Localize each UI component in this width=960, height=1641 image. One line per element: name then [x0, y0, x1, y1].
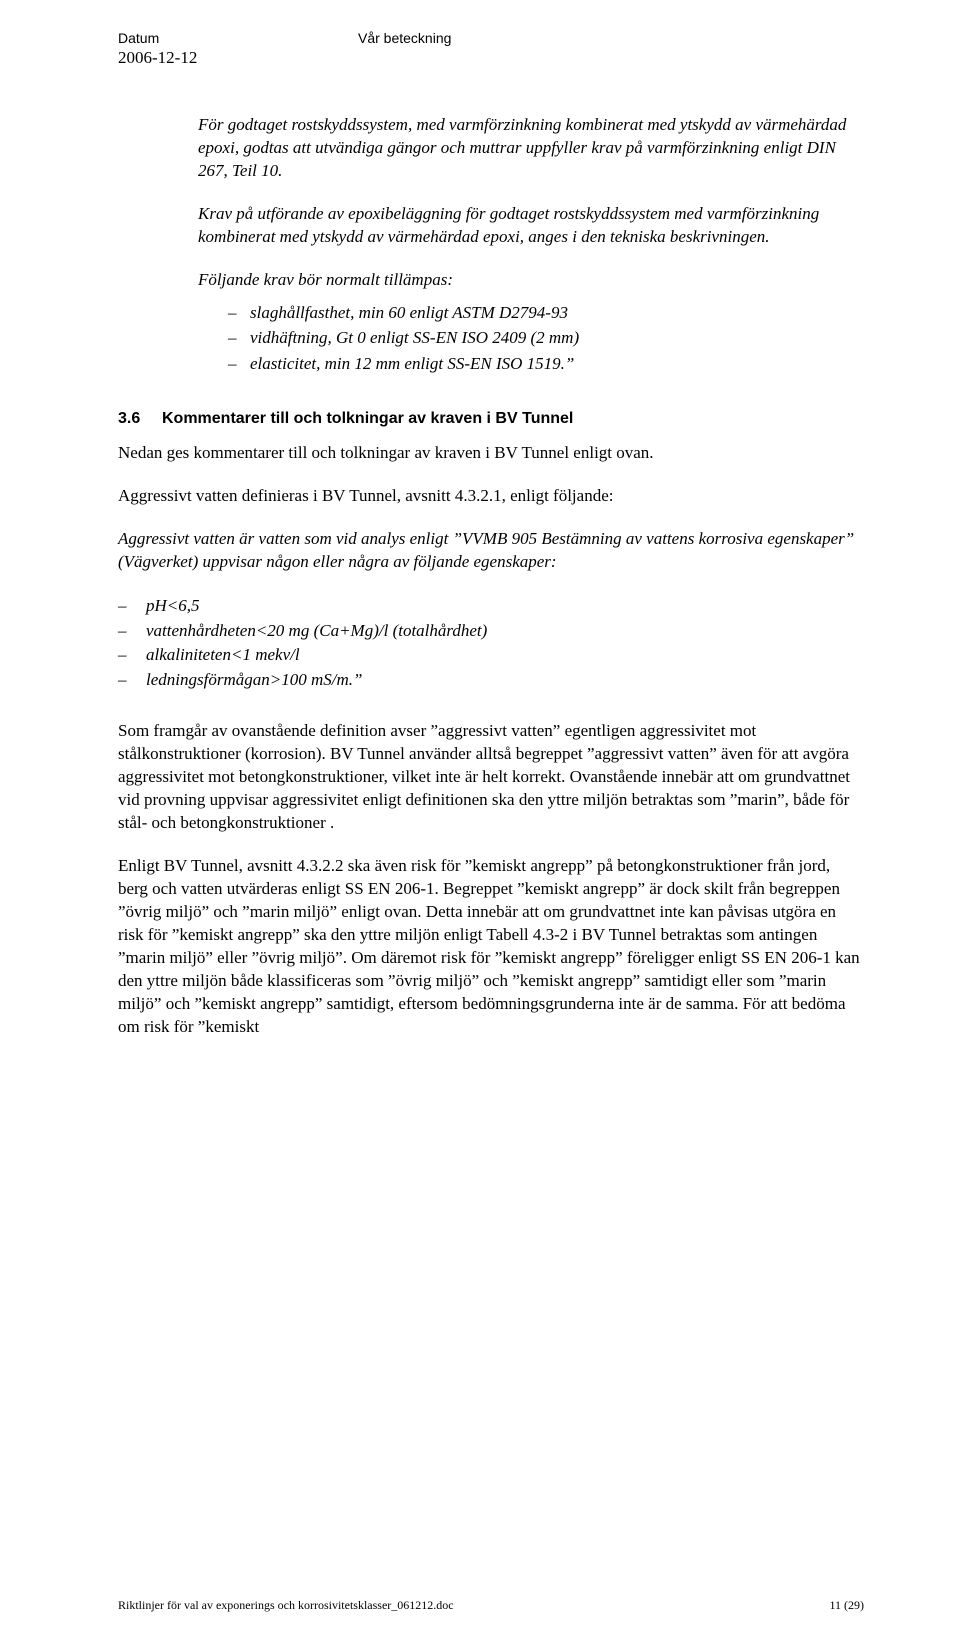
- s36-para2: Aggressivt vatten definieras i BV Tunnel…: [118, 485, 864, 508]
- header-left: Datum 2006-12-12: [118, 30, 358, 68]
- s36-para4: Som framgår av ovanstående definition av…: [118, 720, 864, 835]
- list-item: ledningsförmågan>100 mS/m.”: [118, 668, 864, 693]
- page: Datum 2006-12-12 Vår beteckning För godt…: [0, 0, 960, 1641]
- list-item: alkaliniteten<1 mekv/l: [118, 643, 864, 668]
- header-datum-label: Datum: [118, 30, 358, 46]
- block1-para1: För godtaget rostskyddssystem, med varmf…: [198, 114, 864, 183]
- list-item: pH<6,5: [118, 594, 864, 619]
- s36-para1: Nedan ges kommentarer till och tolkninga…: [118, 442, 864, 465]
- block1-para3: Följande krav bör normalt tillämpas:: [198, 269, 864, 292]
- header-beteckning-label: Vår beteckning: [358, 30, 864, 46]
- section-3-6-body: Nedan ges kommentarer till och tolkninga…: [118, 442, 864, 1039]
- list-item: vidhäftning, Gt 0 enligt SS-EN ISO 2409 …: [198, 325, 864, 351]
- header-date: 2006-12-12: [118, 48, 358, 68]
- block1-bullets: slaghållfasthet, min 60 enligt ASTM D279…: [198, 300, 864, 377]
- footer-page: 11 (29): [829, 1598, 864, 1613]
- footer-filename: Riktlinjer för val av exponerings och ko…: [118, 1598, 454, 1613]
- s36-bullets: pH<6,5 vattenhårdheten<20 mg (Ca+Mg)/l (…: [118, 594, 864, 693]
- list-item: slaghållfasthet, min 60 enligt ASTM D279…: [198, 300, 864, 326]
- footer: Riktlinjer för val av exponerings och ko…: [118, 1598, 864, 1613]
- header-row: Datum 2006-12-12 Vår beteckning: [118, 30, 864, 68]
- section-num: 3.6: [118, 410, 162, 428]
- block1-para2: Krav på utförande av epoxibeläggning för…: [198, 203, 864, 249]
- s36-para5: Enligt BV Tunnel, avsnitt 4.3.2.2 ska äv…: [118, 855, 864, 1039]
- s36-para3: Aggressivt vatten är vatten som vid anal…: [118, 528, 864, 574]
- section-title: Kommentarer till och tolkningar av krave…: [162, 410, 573, 427]
- body-block-1: För godtaget rostskyddssystem, med varmf…: [198, 114, 864, 376]
- section-3-6-heading: 3.6Kommentarer till och tolkningar av kr…: [118, 410, 864, 428]
- list-item: elasticitet, min 12 mm enligt SS-EN ISO …: [198, 351, 864, 377]
- header-right: Vår beteckning: [358, 30, 864, 68]
- list-item: vattenhårdheten<20 mg (Ca+Mg)/l (totalhå…: [118, 619, 864, 644]
